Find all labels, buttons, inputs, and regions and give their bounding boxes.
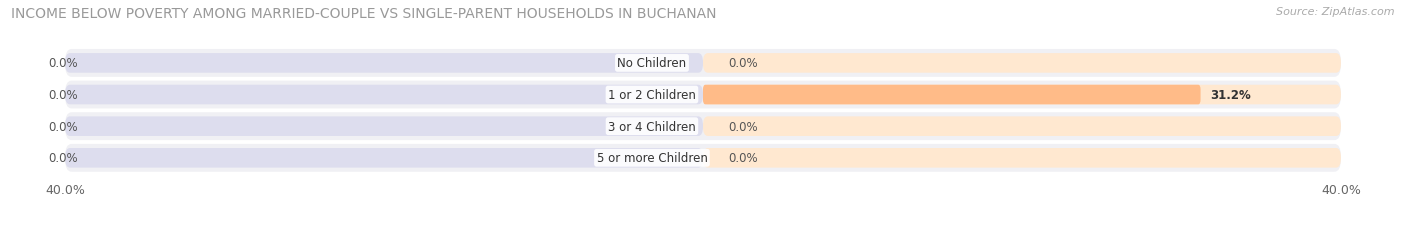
FancyBboxPatch shape <box>703 85 1201 105</box>
FancyBboxPatch shape <box>703 117 1341 136</box>
Text: 5 or more Children: 5 or more Children <box>596 152 707 165</box>
FancyBboxPatch shape <box>65 113 1341 140</box>
FancyBboxPatch shape <box>703 54 1341 73</box>
FancyBboxPatch shape <box>65 81 1341 109</box>
Text: 0.0%: 0.0% <box>728 57 758 70</box>
FancyBboxPatch shape <box>65 148 703 168</box>
Text: 0.0%: 0.0% <box>728 152 758 165</box>
FancyBboxPatch shape <box>65 85 703 105</box>
FancyBboxPatch shape <box>703 148 1341 168</box>
Text: 1 or 2 Children: 1 or 2 Children <box>607 89 696 102</box>
Text: 0.0%: 0.0% <box>48 152 77 165</box>
FancyBboxPatch shape <box>65 117 703 136</box>
FancyBboxPatch shape <box>65 50 1341 77</box>
Text: 0.0%: 0.0% <box>728 120 758 133</box>
FancyBboxPatch shape <box>65 144 1341 172</box>
Text: INCOME BELOW POVERTY AMONG MARRIED-COUPLE VS SINGLE-PARENT HOUSEHOLDS IN BUCHANA: INCOME BELOW POVERTY AMONG MARRIED-COUPL… <box>11 7 717 21</box>
Text: 31.2%: 31.2% <box>1211 89 1251 102</box>
FancyBboxPatch shape <box>65 54 703 73</box>
Text: 0.0%: 0.0% <box>48 120 77 133</box>
Text: 0.0%: 0.0% <box>48 57 77 70</box>
Text: Source: ZipAtlas.com: Source: ZipAtlas.com <box>1277 7 1395 17</box>
Text: 3 or 4 Children: 3 or 4 Children <box>607 120 696 133</box>
Text: No Children: No Children <box>617 57 686 70</box>
Text: 0.0%: 0.0% <box>48 89 77 102</box>
FancyBboxPatch shape <box>703 85 1341 105</box>
